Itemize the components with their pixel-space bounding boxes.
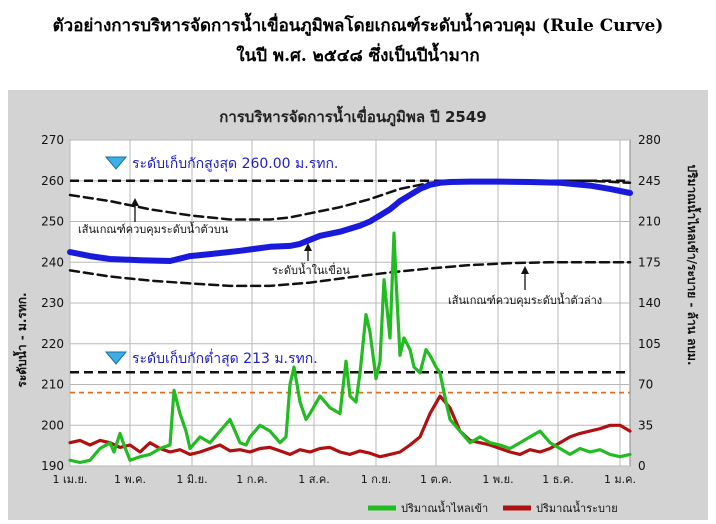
legend: ปริมาณน้ำไหลเข้า ปริมาณน้ำระบาย: [368, 500, 618, 515]
legend-inflow-label: ปริมาณน้ำไหลเข้า: [401, 500, 488, 515]
x-tick-label: 1 มิ.ย.: [176, 473, 207, 486]
min-level-marker-icon: [104, 351, 128, 365]
series-storage: [67, 178, 633, 264]
page-heading-line-2: ในปี พ.ศ. ๒๕๔๘ ซึ่งเป็นปีน้ำมาก: [236, 46, 480, 66]
series-layer: [67, 178, 633, 465]
y-axis-right-label: ปริมาณน้ำไหลเข้า/ระบาย - ล้าน ลบม.: [685, 164, 702, 365]
y-left-tick-label: 190: [41, 459, 64, 473]
y-left-tick-label: 260: [41, 174, 64, 188]
x-tick-label: 1 ธ.ค.: [542, 473, 574, 486]
lower-rule-label: เส้นเกณฑ์ควบคุมระดับน้ำตัวล่าง: [448, 292, 602, 307]
chart-title: การบริหารจัดการน้ำเขื่อนภูมิพล ปี 2549: [219, 105, 487, 127]
series-release: [68, 394, 632, 459]
page-heading-line-1: ตัวอย่างการบริหารจัดการน้ำเขื่อนภูมิพลโด…: [52, 16, 664, 36]
lower-rule-arrow-head-icon: [521, 266, 529, 274]
chart-frame: การบริหารจัดการน้ำเขื่อนภูมิพล ปี 2549 1…: [8, 90, 708, 520]
legend-release-label: ปริมาณน้ำระบาย: [536, 500, 618, 515]
storage-label: ระดับน้ำในเขื่อน: [272, 262, 350, 277]
x-tick-label: 1 ส.ค.: [298, 473, 330, 486]
max-level-label: ระดับเก็บกักสูงสุด 260.00 ม.รทก.: [132, 154, 338, 172]
x-tick-label: 1 ต.ค.: [420, 473, 452, 486]
min-level-label: ระดับเก็บกักต่ำสุด 213 ม.รทก.: [132, 349, 318, 367]
y-right-tick-label: 140: [638, 296, 661, 310]
series-lower-rule: [68, 261, 632, 288]
y-right-tick-label: 210: [638, 215, 661, 229]
y-left-tick-label: 250: [41, 215, 64, 229]
x-tick-label: 1 ม.ค.: [604, 473, 636, 486]
series-inflow: [68, 231, 632, 465]
y-left-tick-label: 220: [41, 337, 64, 351]
y-right-tick-label: 175: [638, 255, 661, 269]
y-left-tick-label: 200: [41, 418, 64, 432]
x-tick-label: 1 ก.ย.: [361, 473, 392, 486]
y-left-tick-label: 240: [41, 255, 64, 269]
axes: 190 200 210 220 230 240 250 260 270 0 35 70 105 140 17…: [41, 133, 661, 486]
y-right-tick-label: 245: [638, 174, 661, 188]
y-right-tick-label: 35: [638, 418, 653, 432]
upper-rule-arrow-head-icon: [131, 198, 139, 206]
x-tick-label: 1 เม.ย.: [53, 473, 88, 486]
max-level-marker-icon: [104, 156, 128, 170]
y-left-tick-label: 230: [41, 296, 64, 310]
x-tick-label: 1 พ.ค.: [114, 473, 146, 486]
y-right-tick-label: 105: [638, 337, 661, 351]
y-left-tick-label: 270: [41, 133, 64, 147]
chart: การบริหารจัดการน้ำเขื่อนภูมิพล ปี 2549 1…: [12, 105, 702, 515]
x-tick-label: 1 ก.ค.: [236, 473, 268, 486]
y-left-tick-label: 210: [41, 378, 64, 392]
x-tick-label: 1 พ.ย.: [482, 473, 513, 486]
y-right-tick-label: 280: [638, 133, 661, 147]
storage-arrow-head-icon: [304, 243, 312, 251]
y-axis-left-label: ระดับน้ำ - ม.รทก.: [12, 292, 29, 387]
y-right-tick-label: 70: [638, 378, 653, 392]
annotations: ระดับเก็บกักสูงสุด 260.00 ม.รทก. ระดับเก…: [78, 154, 602, 367]
upper-rule-label: เส้นเกณฑ์ควบคุมระดับน้ำตัวบน: [78, 221, 229, 236]
y-right-tick-label: 0: [638, 459, 646, 473]
